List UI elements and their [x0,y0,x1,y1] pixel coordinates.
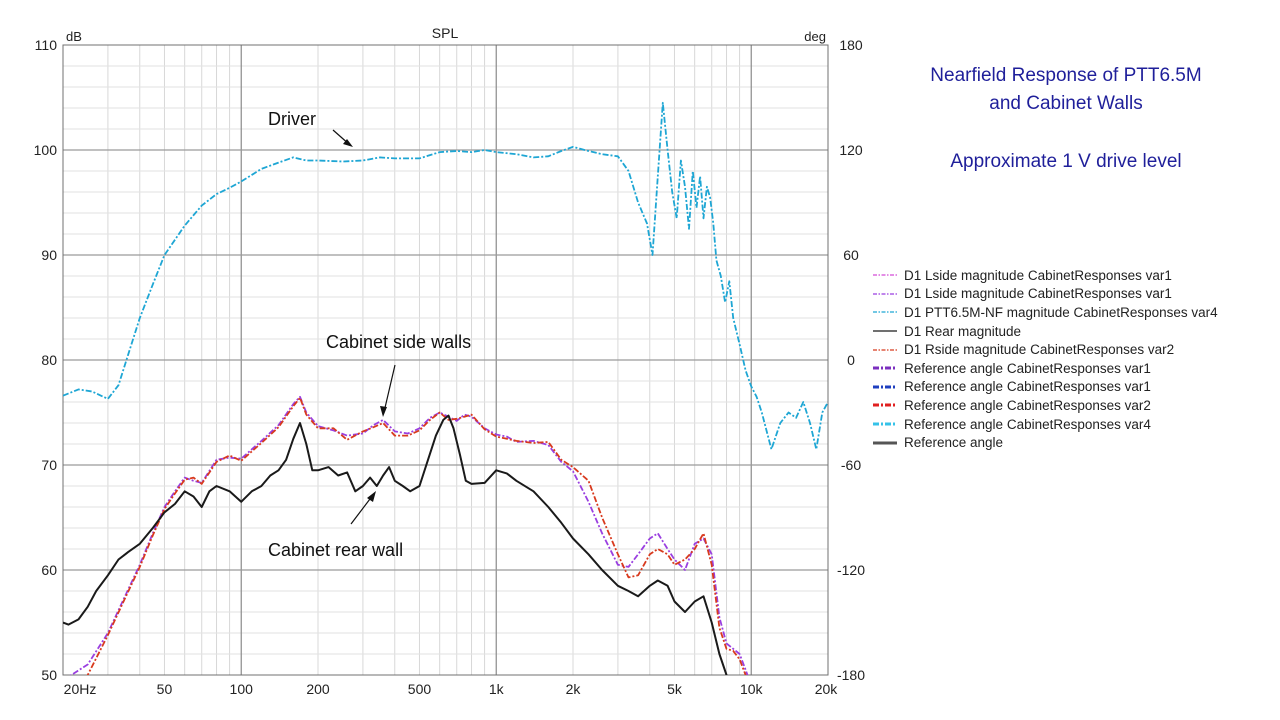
legend-label: Reference angle CabinetResponses var4 [904,416,1151,432]
legend-label: D1 Rside magnitude CabinetResponses var2 [904,342,1175,358]
legend-item: D1 Rside magnitude CabinetResponses var2 [872,340,1272,359]
grid-major [63,45,828,675]
legend-swatch [873,274,897,276]
legend-swatch [873,330,897,332]
legend-swatch [873,293,897,295]
x-tick-label: 10k [740,681,764,697]
y-tick-label: 110 [35,37,58,53]
x-tick-label: 20Hz [64,681,97,697]
legend-item: Reference angle CabinetResponses var1 [872,378,1272,397]
y2-unit-label: deg [804,29,826,44]
legend-label: D1 PTT6.5M-NF magnitude CabinetResponses… [904,304,1218,320]
legend-item: Reference angle CabinetResponses var1 [872,359,1272,378]
plot-frame [62,44,829,676]
legend-item: D1 Rear magnitude [872,322,1272,341]
legend-label: D1 Lside magnitude CabinetResponses var1 [904,267,1172,283]
x-tick-label: 100 [230,681,254,697]
legend-label: Reference angle CabinetResponses var1 [904,360,1151,376]
y-tick-label: 90 [41,247,57,263]
series-line-rear [63,414,728,675]
legend-swatch [873,441,897,445]
y2-tick-label: 0 [847,352,855,368]
legend-label: Reference angle [904,435,1004,451]
y2-tick-label: -180 [837,667,865,683]
legend-label: Reference angle CabinetResponses var2 [904,397,1151,413]
annotation-side-walls-label: Cabinet side walls [326,332,471,352]
y-tick-label: 80 [41,352,57,368]
series-layer [63,101,828,675]
series-line-driver [63,101,828,451]
y2-tick-label: 120 [839,142,863,158]
legend-label: Reference angle CabinetResponses var1 [904,379,1151,395]
annotation-rear-wall-label: Cabinet rear wall [268,540,403,560]
annotation-driver-label: Driver [268,109,316,129]
legend-item: D1 PTT6.5M-NF magnitude CabinetResponses… [872,303,1272,322]
y-tick-label: 100 [34,142,58,158]
y2-tick-label: -120 [837,562,865,578]
x-tick-label: 20k [815,681,839,697]
y2-tick-label: 180 [839,37,863,53]
legend-swatch [873,366,897,370]
legend-swatch [873,385,897,389]
legend-item: D1 Lside magnitude CabinetResponses var1 [872,266,1272,285]
annotation-rear-wall: Cabinet rear wall [268,491,403,560]
series-line-rside [86,396,747,675]
legend-swatch [873,311,897,314]
annotation-driver-arrowhead [343,139,353,147]
chart-title: SPL [432,25,459,41]
legend-label: D1 Lside magnitude CabinetResponses var1 [904,286,1172,302]
y-tick-label: 70 [41,457,57,473]
x-tick-label: 2k [566,681,582,697]
annotation-rear-wall-arrow [350,494,374,525]
x-tick-label: 200 [306,681,330,697]
legend-swatch [873,422,897,426]
y-tick-label: 50 [41,667,57,683]
side-title-line2: and Cabinet Walls [989,93,1143,114]
legend-label: D1 Rear magnitude [904,323,1022,339]
x-tick-label: 500 [408,681,432,697]
annotation-driver: Driver [268,109,353,147]
y2-tick-label: 60 [843,247,859,263]
legend-item: Reference angle CabinetResponses var4 [872,415,1272,434]
legend-swatch [873,349,897,351]
x-axis-ticks: 20Hz 50 100 200 500 1k 2k 5k 10k 20k [64,681,839,697]
y-axis-ticks: 50 60 70 80 90 100 110 [34,37,58,683]
annotation-side-walls: Cabinet side walls [326,332,471,417]
side-title-line3: Approximate 1 V drive level [950,151,1182,172]
y-unit-label: dB [66,29,82,44]
x-tick-label: 1k [489,681,505,697]
x-tick-label: 50 [157,681,173,697]
annotation-rear-wall-arrowhead [367,491,376,502]
series-line-lside [69,395,749,675]
annotation-side-walls-arrowhead [380,406,387,417]
legend-item: Reference angle [872,433,1272,452]
y2-tick-label: -60 [841,457,861,473]
y2-axis-ticks: -180 -120 -60 0 60 120 180 [837,37,865,683]
x-tick-label: 5k [667,681,683,697]
side-title-line1: Nearfield Response of PTT6.5M [930,65,1202,86]
legend-item: D1 Lside magnitude CabinetResponses var1 [872,285,1272,304]
legend-swatch [873,403,897,407]
annotation-side-walls-arrow [383,364,396,413]
legend-item: Reference angle CabinetResponses var2 [872,396,1272,415]
chart-legend: D1 Lside magnitude CabinetResponses var1… [872,266,1272,452]
y-tick-label: 60 [41,562,57,578]
